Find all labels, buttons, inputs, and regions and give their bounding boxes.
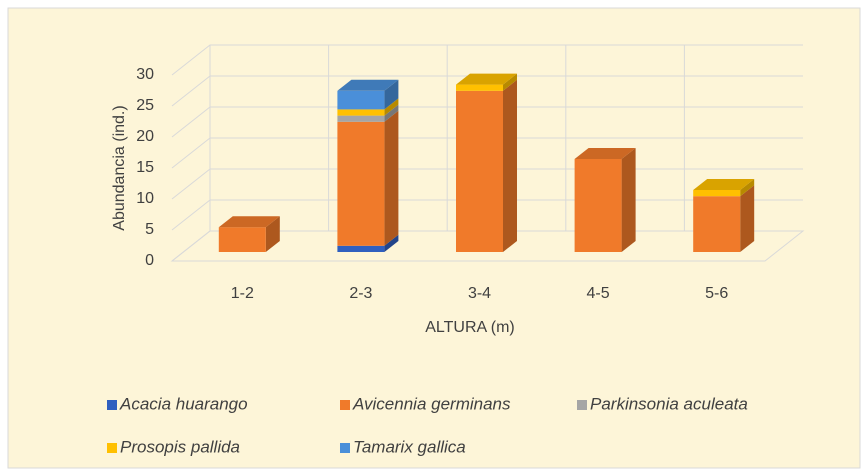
y-tick-label: 20 — [136, 128, 154, 145]
bar-side — [740, 179, 755, 197]
x-tick-label: 2-3 — [349, 285, 372, 302]
bar-side — [384, 234, 399, 252]
x-tick-label: 4-5 — [587, 285, 610, 302]
y-tick-label: 10 — [136, 190, 154, 207]
bar — [337, 90, 385, 110]
bar-side — [740, 185, 755, 252]
y-axis-label: Abundancia (ind.) — [111, 105, 128, 230]
legend-label: Prosopis pallida — [120, 437, 240, 456]
bar-side — [503, 79, 517, 252]
bar — [337, 109, 385, 116]
bar-side — [621, 148, 636, 252]
legend-label: Parkinsonia aculeata — [590, 394, 748, 413]
bar-side — [384, 110, 399, 246]
legend-swatch — [107, 443, 117, 453]
bar — [337, 245, 385, 252]
bar-top — [693, 179, 755, 190]
bar — [574, 159, 622, 252]
bar — [693, 190, 741, 197]
legend-swatch — [340, 443, 350, 453]
y-tick-label: 30 — [136, 66, 154, 83]
y-tick-label: 25 — [136, 97, 154, 114]
legend-label: Tamarix gallica — [353, 437, 466, 456]
x-tick-label: 5-6 — [705, 285, 728, 302]
bar — [456, 84, 503, 91]
bar — [337, 115, 385, 122]
y-tick-label: 15 — [136, 159, 154, 176]
legend-swatch — [107, 400, 117, 410]
bar-side — [503, 73, 517, 91]
x-tick-label: 3-4 — [468, 285, 491, 302]
bar-side — [384, 79, 399, 110]
bar-top — [218, 216, 280, 228]
x-axis-label: ALTURA (m) — [425, 319, 514, 336]
legend-swatch — [577, 400, 587, 410]
bar — [693, 196, 741, 252]
bar — [337, 121, 385, 246]
y-tick-label: 0 — [145, 252, 154, 269]
bar-top — [337, 79, 399, 91]
bar-side — [265, 216, 280, 252]
legend-swatch — [340, 400, 350, 410]
legend-label: Avicennia germinans — [352, 394, 511, 413]
bar-side — [384, 98, 399, 116]
x-tick-label: 1-2 — [231, 285, 254, 302]
bar — [218, 227, 266, 252]
bar-side — [384, 104, 399, 122]
bar-top — [574, 148, 636, 159]
bar-top — [456, 73, 517, 85]
y-tick-label: 5 — [145, 221, 154, 238]
legend-label: Acacia huarango — [119, 394, 248, 413]
bar — [456, 90, 503, 252]
